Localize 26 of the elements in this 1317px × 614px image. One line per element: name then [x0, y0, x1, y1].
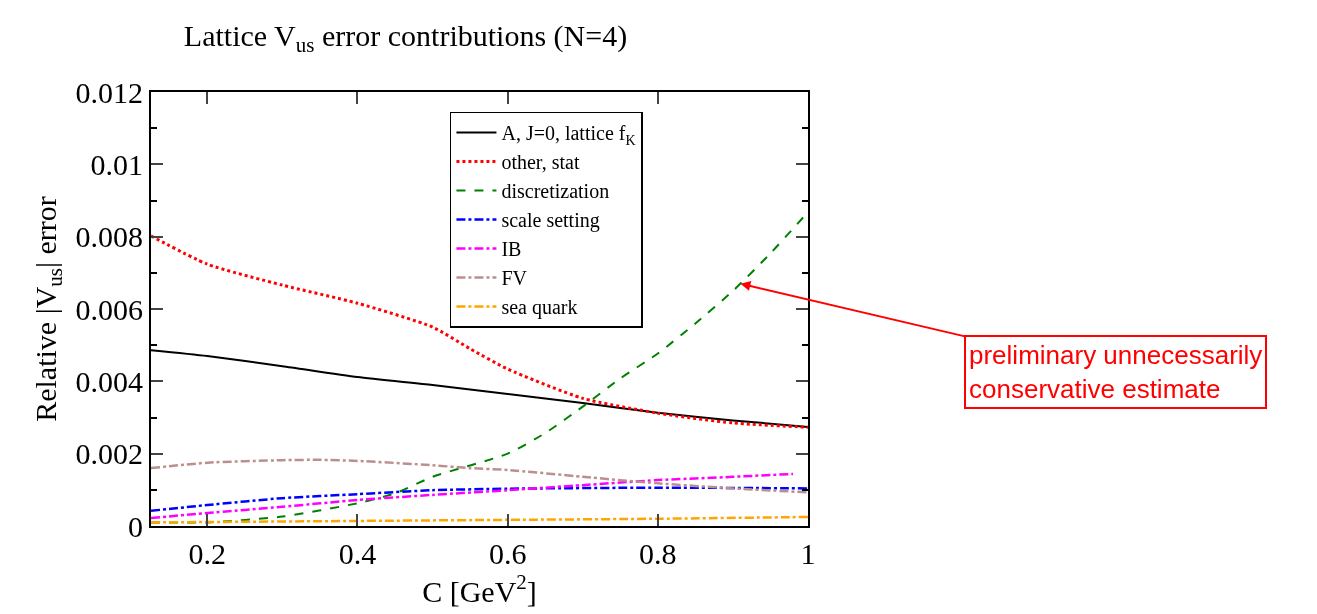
line-series [151, 234, 808, 429]
annotation: preliminary unnecessarily conservative estimate [969, 340, 1263, 404]
y-tick-label: 0.006 [75, 292, 143, 326]
x-tick-label: 0.6 [488, 537, 527, 570]
y-tick-label: 0.012 [75, 75, 143, 109]
y-tick-label: 0.008 [75, 220, 143, 254]
y-tick-label: 0 [128, 509, 143, 543]
legend-label: discretization [501, 180, 610, 203]
y-tick-label: 0.01 [90, 147, 143, 181]
x-tick-label: 0.2 [188, 537, 227, 570]
line-series [151, 472, 795, 520]
line-series [151, 486, 808, 513]
chart-title: Lattice V$_{us}$ error contributions (N=4) [183, 18, 628, 57]
legend-label: IB [501, 238, 522, 261]
y-tick-label: 0.002 [75, 437, 143, 471]
legend-label: scale setting [501, 209, 600, 233]
y-tick-label: 0.004 [75, 364, 143, 398]
x-tick-label: 1 [800, 537, 816, 570]
legend-label: other, stat [501, 151, 580, 174]
legend-label: FV [501, 267, 528, 290]
x-tick-label: 0.8 [639, 537, 677, 570]
x-tick-label: 0.4 [338, 537, 377, 570]
x-axis-title: C [GeV$^{2}$] [422, 570, 537, 608]
legend-label: A, J=0, lattice f$_{K}$ [501, 122, 636, 148]
legend-label: sea quark [501, 296, 578, 320]
line-series [151, 458, 808, 494]
